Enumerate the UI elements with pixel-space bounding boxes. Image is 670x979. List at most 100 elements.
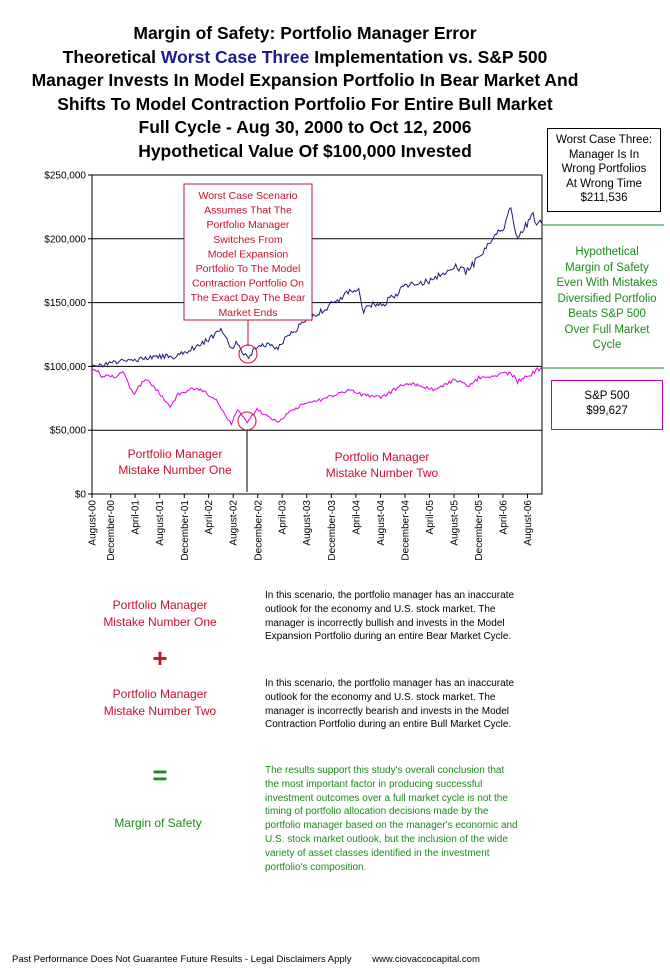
website-link[interactable]: www.ciovaccocapital.com <box>372 954 480 965</box>
mos-line: Diversified Portfolio <box>557 292 657 305</box>
worst-box-line: Wrong Portfolios <box>561 163 647 175</box>
y-tick-label: $150,000 <box>44 298 86 309</box>
paragraph-line: investment outcomes over a full market c… <box>265 792 508 804</box>
y-tick-label: $0 <box>75 490 87 501</box>
mistake-two-label: Mistake Number Two <box>326 466 439 480</box>
paragraph-line: portfolio manager based on the manager's… <box>265 820 518 832</box>
x-tick-label: December-00 <box>106 500 117 561</box>
annotation-line: Market Ends <box>219 307 278 319</box>
line-chart: $0 $50,000 $100,000 $150,000 $200,000 $250,00… <box>44 171 664 561</box>
y-tick-label: $250,000 <box>44 171 86 182</box>
mos-line: Over Full Market <box>564 323 650 336</box>
paragraph-line: variety of asset classes identified in t… <box>265 847 490 859</box>
annotation-line: Assumes That The <box>204 205 292 217</box>
title-line-4: Shifts To Model Contraction Portfolio Fo… <box>57 93 553 114</box>
margin-of-safety-heading: Margin of Safety <box>114 816 202 830</box>
mos-line: Margin of Safety <box>565 261 649 274</box>
paragraph-line: outlook for the economy and U.S. stock m… <box>265 603 496 615</box>
paragraph-line: outlook for the economy and U.S. stock m… <box>265 691 496 703</box>
paragraph-line: the most important factor in producing s… <box>265 778 483 790</box>
title-accent: Worst Case Three <box>160 46 310 67</box>
worst-box-value: $211,536 <box>580 192 628 204</box>
x-tick-label: August-02 <box>229 500 240 546</box>
title-line-3: Manager Invests In Model Expansion Portf… <box>31 70 579 90</box>
manager-series-line <box>91 206 543 369</box>
paragraph-line: portfolio's composition. <box>265 861 367 873</box>
x-tick-label: August-06 <box>523 500 534 546</box>
y-tick-label: $50,000 <box>50 426 87 437</box>
paragraph-line: U.S. stock market outlook, but the inclu… <box>265 833 508 845</box>
title-line-6: Hypothetical Value Of $100,000 Invested <box>138 140 472 161</box>
annotation-line: The Exact Day The Bear <box>191 292 306 304</box>
x-tick-label: December-04 <box>401 500 412 561</box>
mos-line: Beats S&P 500 <box>568 308 646 320</box>
x-tick-label: December-02 <box>253 500 264 561</box>
x-tick-label: April-02 <box>204 500 215 535</box>
title-line-1: Margin of Safety: Portfolio Manager Erro… <box>133 23 477 43</box>
worst-box-line: Worst Case Three: <box>555 134 653 146</box>
x-tick-label: August-04 <box>376 500 387 546</box>
mos-line: Cycle <box>592 339 622 351</box>
worst-box-line: Manager Is In <box>568 148 640 161</box>
x-tick-label: April-01 <box>131 500 142 535</box>
paragraph-line: In this scenario, the portfolio manager … <box>265 590 515 601</box>
mistake-one-label: Mistake Number One <box>118 463 232 477</box>
footer: Past Performance Does Not Guarantee Futu… <box>12 954 480 965</box>
paragraph-line: manager is incorrectly bearish and inves… <box>265 705 510 717</box>
title-line-2: Theoretical Worst Case Three Implementat… <box>0 46 610 70</box>
conclusion-paragraph: The results support this study's overall… <box>265 764 565 874</box>
x-tick-label: April-04 <box>351 500 362 535</box>
paragraph-line: Expansion Portfolio during an entire Bea… <box>265 631 512 643</box>
annotation-line: Portfolio Manager <box>207 219 290 231</box>
x-tick-label: April-06 <box>498 500 509 535</box>
x-tick-label: April-03 <box>278 500 289 535</box>
chart-title: Margin of Safety: Portfolio Manager Erro… <box>0 22 610 163</box>
mistake-two-label: Portfolio Manager <box>335 450 430 464</box>
x-tick-label: August-00 <box>88 500 99 546</box>
paragraph-line: timing of portfolio allocation decisions… <box>265 806 489 818</box>
mistake-one-label: Portfolio Manager <box>128 447 223 461</box>
title-line-2-prefix: Theoretical <box>62 46 161 67</box>
x-tick-label: December-03 <box>327 500 338 561</box>
mistake-one-heading: Portfolio Manager Mistake Number One <box>80 597 240 630</box>
x-tick-label: August-03 <box>302 500 313 546</box>
y-tick-label: $100,000 <box>44 362 86 373</box>
paragraph-line: In this scenario, the portfolio manager … <box>265 678 515 689</box>
x-tick-label: December-01 <box>180 500 191 561</box>
mistake-one-line: Mistake Number One <box>103 614 217 629</box>
x-tick-label: August-05 <box>449 500 460 546</box>
annotation-line: Switches From <box>213 234 283 246</box>
annotation-line: Contraction Portfolio On <box>192 278 304 290</box>
mistake-one-line: Portfolio Manager <box>112 598 208 612</box>
annotation-box <box>183 183 313 321</box>
y-tick-label: $200,000 <box>44 234 86 245</box>
plus-sign: + <box>152 643 168 673</box>
mos-line: Even With Mistakes <box>556 277 658 289</box>
mistake-one-paragraph: In this scenario, the portfolio manager … <box>265 589 565 644</box>
annotation-line: Portfolio To The Model <box>196 263 301 275</box>
x-tick-label: April-05 <box>425 500 436 535</box>
annotation-line: Worst Case Scenario <box>198 190 297 202</box>
sp500-value-box: S&P 500 $99,627 <box>551 380 663 430</box>
mos-line: Hypothetical <box>575 246 639 258</box>
mistake-two-line: Mistake Number Two <box>103 703 217 718</box>
switch-point-marker <box>238 344 258 364</box>
margin-of-safety-label: Hypothetical Margin of Safety Even With … <box>548 245 666 354</box>
paragraph-line: The results support this study's overall… <box>265 765 505 776</box>
paragraph-line: Contraction Portfolio during an entire B… <box>265 719 512 731</box>
disclaimer-text: Past Performance Does Not Guarantee Futu… <box>12 954 352 965</box>
title-line-2-suffix: Implementation vs. S&P 500 <box>309 46 548 67</box>
plot-frame <box>91 174 543 495</box>
equals-sign: = <box>152 760 168 790</box>
mistake-two-line: Portfolio Manager <box>112 687 208 701</box>
paragraph-line: manager is incorrectly bullish and inves… <box>265 617 505 629</box>
sp-box-label: S&P 500 <box>584 390 630 402</box>
worst-case-value-box: Worst Case Three: Manager Is In Wrong Po… <box>547 128 661 212</box>
x-tick-label: August-01 <box>155 500 166 546</box>
title-line-5: Full Cycle - Aug 30, 2000 to Oct 12, 200… <box>138 117 472 137</box>
sp-box-value: $99,627 <box>586 404 628 417</box>
worst-box-line: At Wrong Time <box>566 177 642 190</box>
annotation-line: Model Expansion <box>208 248 289 260</box>
mistake-two-paragraph: In this scenario, the portfolio manager … <box>265 677 565 732</box>
x-tick-label: December-05 <box>474 500 485 561</box>
